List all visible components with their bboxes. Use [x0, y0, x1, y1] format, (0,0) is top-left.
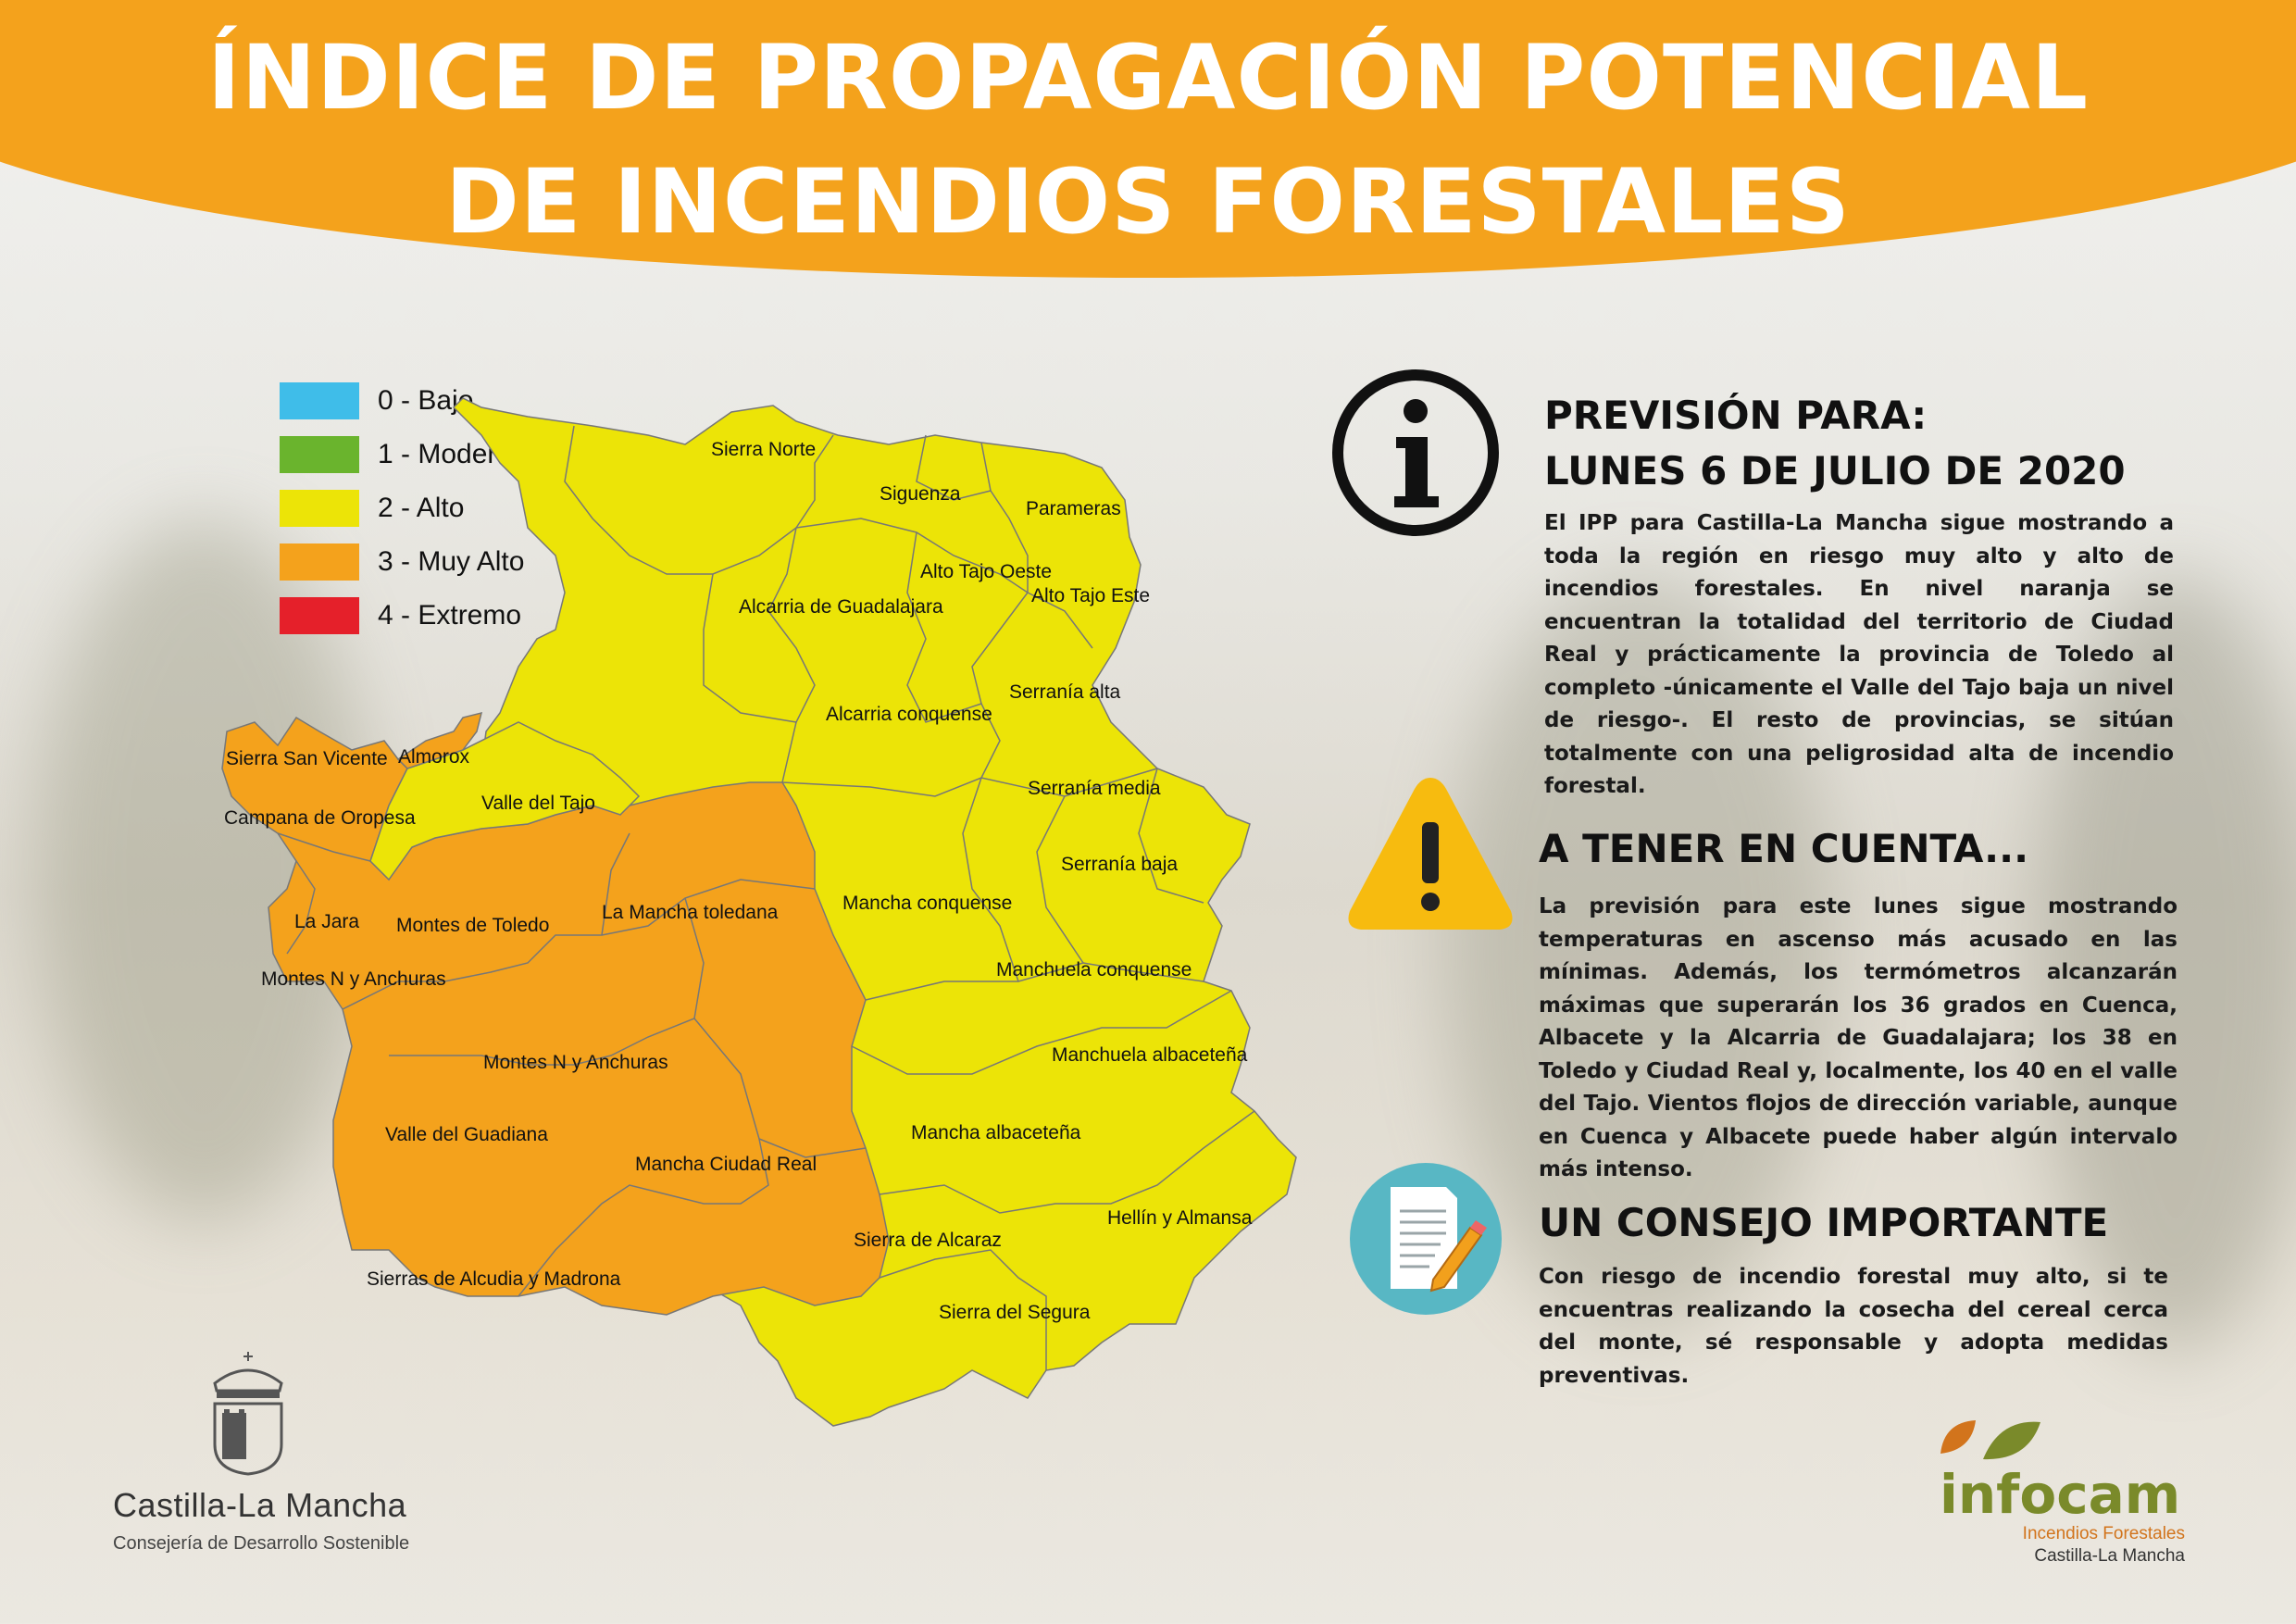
region-label: Mancha conquense [842, 893, 1012, 914]
legend-label: 3 - Muy Alto [378, 546, 525, 577]
region-almorox [396, 711, 483, 769]
leaf-icon [1940, 1420, 2040, 1460]
region-label: Serranía media [1028, 778, 1161, 799]
region-label: Mancha Ciudad Real [635, 1154, 817, 1175]
legend-item-extremo: 4 - Extremo [280, 589, 543, 643]
region-label: Sierra del Segura [939, 1302, 1091, 1323]
region-label: Montes N y Anchuras [483, 1052, 668, 1073]
region-label: Alto Tajo Este [1031, 585, 1150, 606]
region-label: Montes de Toledo [396, 915, 549, 936]
infocam-logo-text: infocam [1940, 1463, 2181, 1526]
region-label: Serranía baja [1061, 854, 1178, 875]
legend-item-muy-alto: 3 - Muy Alto [280, 535, 543, 589]
region-valle-del-tajo [369, 721, 641, 881]
page-title-line2: DE INCENDIOS FORESTALES [445, 150, 1851, 254]
legend-item-alto: 2 - Alto [280, 481, 543, 535]
region-label: Sierra Norte [711, 439, 816, 460]
legend-swatch [280, 597, 359, 634]
document-pencil-icon [1350, 1163, 1502, 1315]
castilla-la-mancha-logo-text: Castilla-La Mancha [113, 1486, 407, 1524]
warning-triangle-icon [1348, 778, 1513, 930]
region-label: Sierras de Alcudia y Madrona [367, 1268, 621, 1290]
map-legend: 0 - Bajo 1 - Moderado 2 - Alto 3 - Muy A… [280, 374, 543, 643]
consejeria-text: Consejería de Desarrollo Sostenible [113, 1533, 410, 1554]
background-figure [2037, 574, 2296, 1352]
forecast-title-line2: LUNES 6 DE JULIO DE 2020 [1544, 448, 2126, 493]
advice-title: UN CONSEJO IMPORTANTE [1539, 1200, 2109, 1245]
legend-label: 2 - Alto [378, 493, 465, 523]
info-circle-icon [1332, 369, 1499, 536]
castle-crown-icon [213, 1352, 283, 1476]
infocam-subtitle-1: Incendios Forestales [2022, 1524, 2185, 1543]
notice-text: La previsión para este lunes sigue mostr… [1539, 894, 2177, 1181]
region-label: La Jara [294, 911, 359, 932]
region-label: Siguenza [880, 483, 961, 505]
region-label: Campana de Oropesa [224, 807, 416, 829]
legend-swatch [280, 436, 359, 473]
region-labels: Sierra Norte Siguenza Parameras Alto Taj… [224, 439, 1253, 1323]
region-boundaries [277, 425, 1255, 1370]
region-label: Almorox [398, 746, 470, 768]
header-banner [0, 0, 2296, 278]
region-label: Valle del Tajo [481, 793, 595, 814]
legend-swatch [280, 543, 359, 581]
region-label: La Mancha toledana [602, 902, 779, 923]
notice-title: A TENER EN CUENTA... [1539, 826, 2029, 871]
region-label: Mancha albaceteña [911, 1122, 1081, 1143]
forecast-title-line1: PREVISIÓN PARA: [1544, 393, 1928, 438]
advice-text: Con riesgo de incendio forestal muy alto… [1539, 1265, 2168, 1388]
region-label: Alcarria de Guadalajara [739, 596, 943, 618]
region-label: Valle del Guadiana [385, 1124, 548, 1145]
legend-item-bajo: 0 - Bajo [280, 374, 543, 428]
region-label: Alcarria conquense [826, 704, 992, 725]
region-label: Serranía alta [1009, 681, 1121, 703]
region-label: Manchuela conquense [996, 959, 1192, 981]
page-title-line1: ÍNDICE DE PROPAGACIÓN POTENCIAL [207, 26, 2089, 130]
legend-swatch [280, 490, 359, 527]
infocam-subtitle-2: Castilla-La Mancha [2034, 1546, 2185, 1566]
forecast-text: El IPP para Castilla-La Mancha sigue mos… [1544, 511, 2174, 798]
region-label: Sierra de Alcaraz [854, 1230, 1002, 1251]
region-label: Hellín y Almansa [1107, 1207, 1253, 1229]
legend-swatch [280, 382, 359, 419]
region-label: Alto Tajo Oeste [920, 561, 1052, 582]
background-figure [1444, 574, 1833, 1333]
legend-label: 4 - Extremo [378, 600, 522, 631]
region-label: Montes N y Anchuras [261, 968, 446, 990]
region-label: Parameras [1026, 498, 1121, 519]
region-label: Manchuela albaceteña [1052, 1044, 1248, 1066]
region-label: Sierra San Vicente [226, 748, 388, 769]
